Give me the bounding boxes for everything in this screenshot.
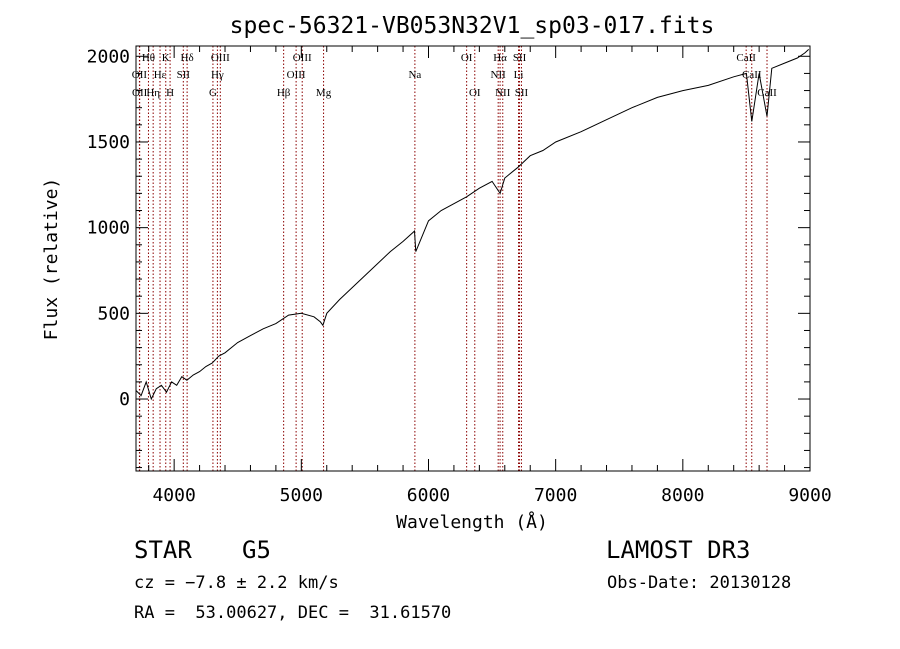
line-label: NII <box>491 69 507 81</box>
x-tick-label: 6000 <box>407 485 450 506</box>
ra-dec-coordinates: RA = 53.00627, DEC = 31.61570 <box>134 603 452 623</box>
line-markers <box>138 46 768 471</box>
y-axis: 0 500 1000 1500 2000 <box>87 46 810 469</box>
line-label: H <box>166 87 174 99</box>
line-label: SII <box>515 87 529 99</box>
y-tick-label: 2000 <box>87 46 130 67</box>
survey-name: LAMOST DR3 <box>606 536 751 564</box>
line-label: Li <box>514 69 524 81</box>
line-label: Hε <box>154 69 167 81</box>
line-label: Hα <box>493 52 507 64</box>
line-label: OIII <box>293 52 312 64</box>
x-axis: 4000 5000 6000 7000 8000 9000 <box>148 46 832 506</box>
line-label: G <box>209 87 217 99</box>
line-label: Hγ <box>211 69 224 81</box>
line-label: SII <box>177 69 191 81</box>
y-tick-label: 1500 <box>87 132 130 153</box>
chart-title: spec-56321-VB053N32V1_sp03-017.fits <box>230 13 715 39</box>
line-label: OI <box>469 87 481 99</box>
x-tick-label: 8000 <box>661 485 704 506</box>
x-tick-label: 9000 <box>788 485 831 506</box>
line-label: Na <box>408 69 421 81</box>
line-label: Hθ <box>142 52 155 64</box>
redshift-velocity: cz = −7.8 ± 2.2 km/s <box>134 573 339 593</box>
object-subclass: G5 <box>242 536 271 564</box>
x-tick-label: 4000 <box>152 485 195 506</box>
line-label: NII <box>495 87 511 99</box>
observation-date: Obs-Date: 20130128 <box>607 573 792 593</box>
line-label: Hη <box>146 87 160 99</box>
x-axis-label: Wavelength (Å) <box>396 511 548 533</box>
y-tick-label: 0 <box>119 389 130 410</box>
line-label: CaII <box>736 52 756 64</box>
x-tick-label: 5000 <box>280 485 323 506</box>
line-label: OII <box>132 87 148 99</box>
y-axis-label: Flux (relative) <box>41 178 62 341</box>
line-label: OII <box>132 69 148 81</box>
line-label: OIII <box>211 52 230 64</box>
spectrum-series <box>135 49 810 401</box>
line-label: OIII <box>287 69 306 81</box>
object-class: STAR <box>134 536 192 564</box>
y-tick-label: 500 <box>97 303 130 324</box>
line-label: CaII <box>757 87 777 99</box>
plot-frame <box>135 45 811 472</box>
line-label: K <box>162 52 170 64</box>
line-label: Hδ <box>181 52 194 64</box>
x-tick-label: 7000 <box>534 485 577 506</box>
line-label: Mg <box>316 87 332 99</box>
y-tick-label: 1000 <box>87 218 130 239</box>
line-label: OI <box>461 52 473 64</box>
line-label: SII <box>513 52 527 64</box>
line-label: Hβ <box>277 87 291 99</box>
